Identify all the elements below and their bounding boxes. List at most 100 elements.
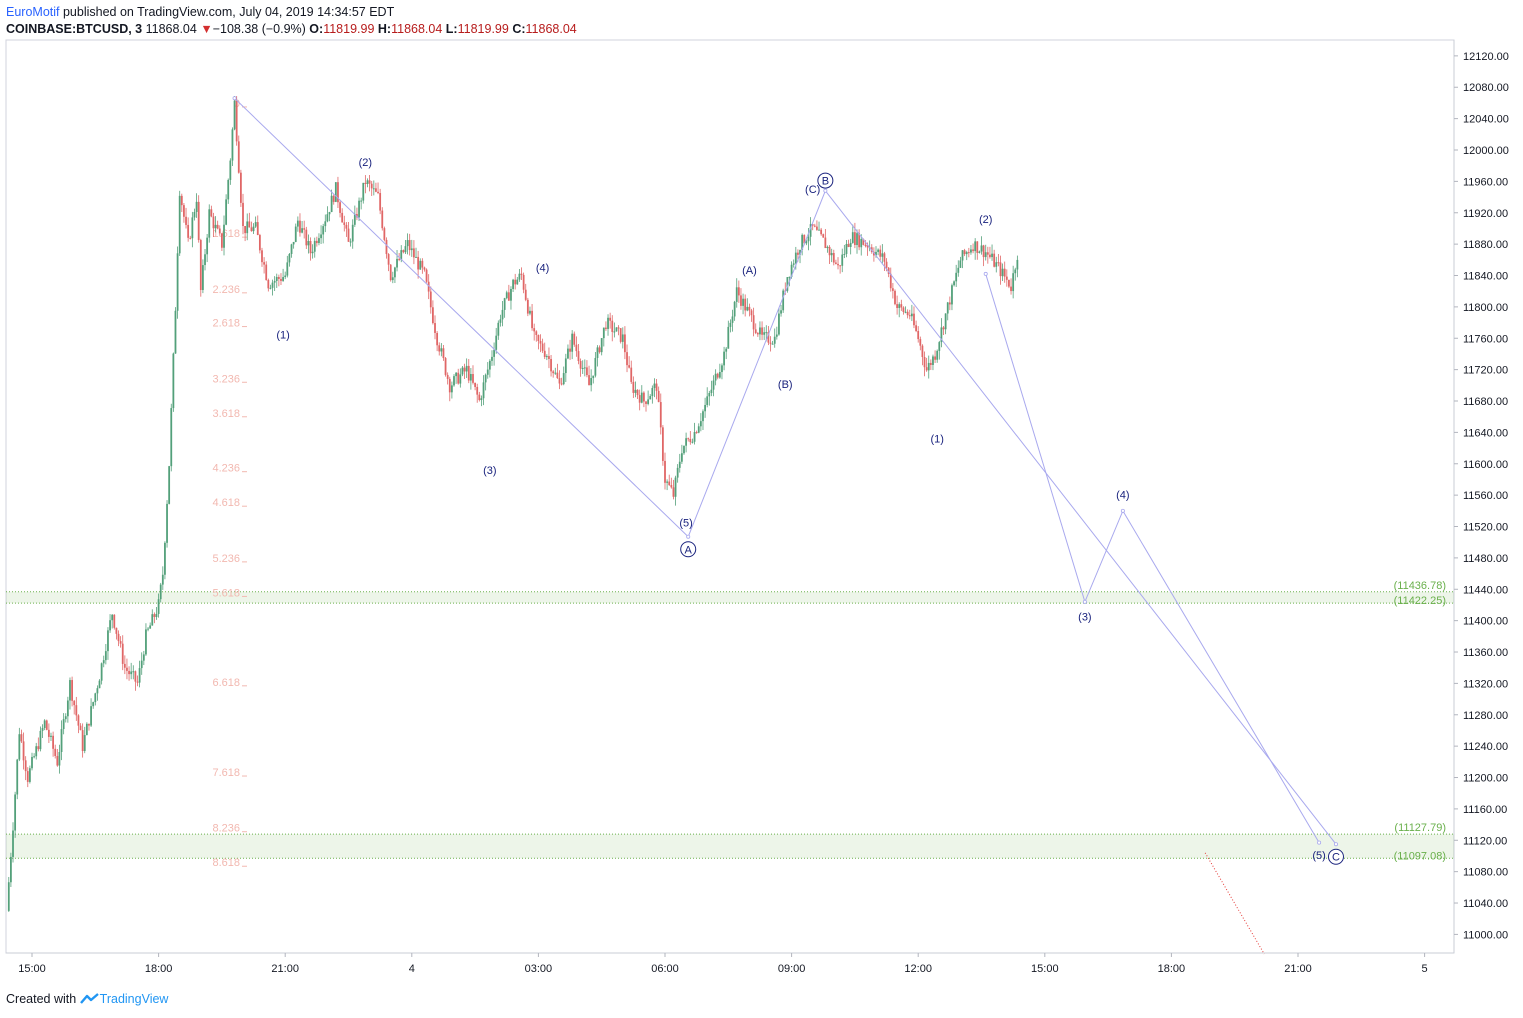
candle-body (716, 373, 719, 378)
y-tick-label: 11600.00 (1463, 459, 1508, 471)
author-link[interactable]: EuroMotif (6, 5, 60, 19)
candle-body (442, 348, 445, 359)
candle-body (564, 358, 567, 374)
symbol-label[interactable]: COINBASE:BTCUSD, 3 (6, 22, 143, 36)
candle-body (611, 320, 614, 332)
candle-body (651, 388, 654, 397)
candle-body (309, 241, 312, 254)
pattern-line-1 (234, 97, 1337, 845)
y-tick-label: 11680.00 (1463, 396, 1508, 408)
candle-body (258, 235, 261, 251)
candle-body (951, 285, 953, 305)
zone-bottom-label: (11422.25) (1394, 595, 1446, 607)
candle-body (883, 253, 886, 262)
candle-body (337, 182, 339, 203)
candle-body (94, 693, 97, 703)
candle-body (938, 342, 941, 351)
candle-body (187, 224, 190, 238)
fib-label: 3.236 (212, 373, 240, 385)
candle-body (282, 277, 284, 281)
fib-levels: 01.6182.2362.6183.2363.6184.2364.6185.23… (212, 98, 247, 869)
candle-body (929, 362, 932, 365)
candle-body (383, 228, 386, 240)
zone-top-label: (11127.79) (1394, 822, 1446, 834)
candle-body (752, 315, 755, 330)
high-value: 11868.04 (391, 22, 443, 36)
candle-body (261, 250, 263, 263)
candle-body (275, 276, 278, 281)
candle-body (959, 260, 962, 268)
candle-body (413, 248, 415, 258)
candle-body (594, 357, 597, 376)
pattern-point (1333, 842, 1338, 847)
candle-body (723, 351, 725, 366)
time-axis[interactable]: 15:00 18:00 21:00 4 03:00 06:00 09:00 12:00 15:0… (18, 953, 1428, 975)
candle-body (510, 288, 512, 301)
candle-body (296, 220, 299, 227)
candle-body (569, 348, 571, 352)
candle-body (541, 343, 544, 351)
candle-body (488, 360, 491, 370)
candle-body (805, 241, 808, 244)
candle-body (134, 671, 137, 682)
candle-body (155, 613, 158, 617)
candle-body (997, 262, 1000, 264)
candle-body (934, 356, 936, 360)
candle-body (946, 302, 949, 314)
candle-body (655, 383, 658, 391)
candle-body (406, 240, 409, 247)
candle-body (140, 660, 143, 669)
candle-body (843, 253, 846, 255)
candle-body (579, 360, 582, 369)
candle-body (22, 741, 25, 761)
candle-body (307, 241, 310, 246)
candle-body (450, 385, 453, 393)
candle-body (98, 680, 101, 689)
wave-label: (1) (276, 329, 289, 341)
candle-body (482, 382, 485, 399)
candle-body (453, 376, 455, 386)
candle-body (778, 313, 780, 335)
candle-body (400, 250, 403, 260)
candle-body (18, 734, 21, 760)
candle-body (670, 485, 673, 488)
candle-body (35, 746, 38, 757)
candle-body (837, 263, 839, 266)
candle-body (822, 234, 825, 238)
pattern-point (983, 271, 988, 276)
y-tick-label: 11320.00 (1463, 678, 1508, 690)
candle-body (862, 238, 865, 245)
candle-body (301, 228, 303, 233)
candle-body (436, 332, 439, 346)
candle-body (588, 375, 590, 386)
fib-label: 7.618 (212, 767, 240, 779)
candle-body (330, 195, 333, 213)
candle-body (233, 100, 236, 130)
candle-body (1014, 269, 1017, 274)
candle-body (81, 730, 84, 752)
footer: Created with TradingView (6, 992, 168, 1006)
candle-body (965, 252, 968, 255)
candle-body (970, 249, 972, 253)
candle-body (961, 250, 964, 261)
candle-body (410, 248, 413, 251)
candle-body (691, 441, 694, 443)
candle-body (427, 281, 430, 292)
candle-body (24, 760, 27, 772)
candle-body (891, 288, 894, 291)
candle-body (556, 372, 559, 379)
candle-body (425, 269, 428, 282)
y-tick-label: 12120.00 (1463, 51, 1509, 63)
candle-body (248, 221, 251, 228)
candle-body (984, 252, 987, 258)
candle-body (647, 399, 650, 404)
candle-body (394, 267, 396, 278)
tradingview-link[interactable]: TradingView (99, 992, 169, 1006)
fib-label: 5.618 (212, 587, 240, 599)
close-label: C: (512, 22, 526, 36)
price-axis[interactable]: 12120.00 12080.00 12040.00 12000.00 11960.00… (1454, 51, 1509, 942)
candle-body (493, 349, 495, 357)
candle-body (353, 213, 356, 225)
candle-body (583, 367, 586, 369)
